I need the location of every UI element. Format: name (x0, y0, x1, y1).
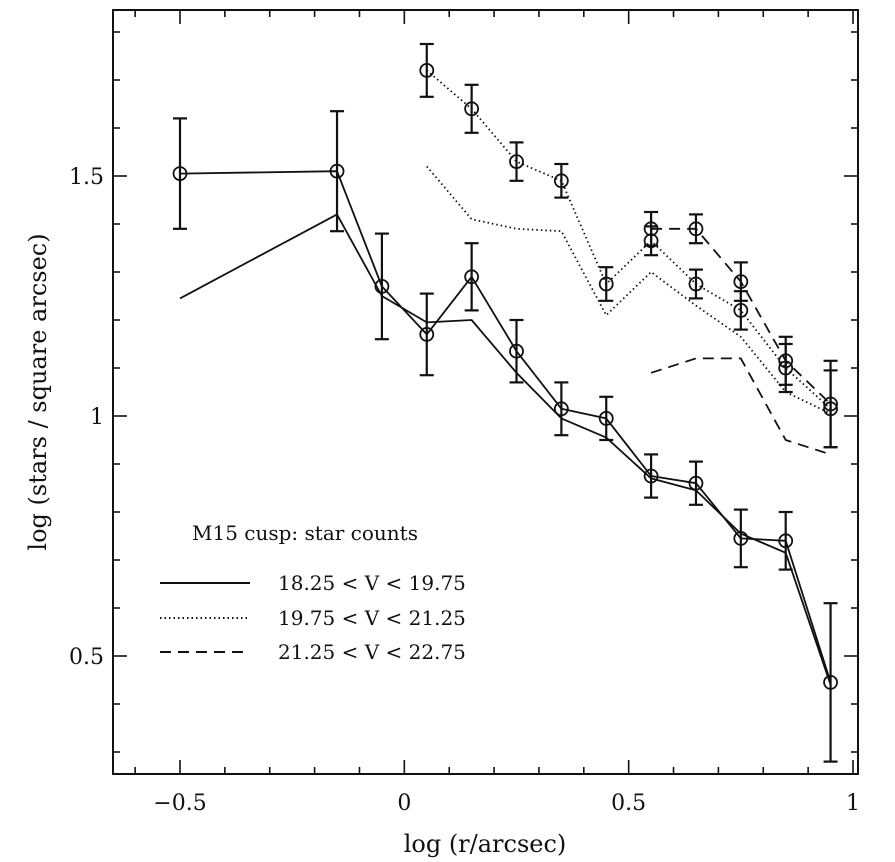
data-point (329, 163, 345, 179)
series-dashed-measured (643, 210, 838, 449)
legend-label-dotted: 19.75 < V < 21.25 (278, 606, 466, 630)
series-line (426, 69, 832, 410)
data-point (733, 302, 749, 318)
series-solid-measured (172, 110, 838, 763)
y-tick-label: 0.5 (69, 645, 104, 670)
data-point (419, 63, 435, 78)
data-point (509, 154, 524, 170)
data-point (598, 410, 614, 426)
data-point (464, 269, 480, 285)
y-tick-label: 1.5 (69, 165, 104, 190)
data-point (172, 166, 188, 182)
legend: M15 cusp: star counts 18.25 < V < 19.75 … (160, 521, 466, 664)
series-solid-model (179, 213, 832, 686)
data-point (598, 276, 614, 292)
data-point (688, 221, 704, 237)
series-dotted-model (426, 165, 831, 415)
legend-title: M15 cusp: star counts (192, 521, 418, 545)
y-axis-label: log (stars / square arcsec) (24, 233, 52, 550)
data-point (643, 221, 659, 237)
x-tick-labels: −0.5 0 0.5 1 (153, 791, 860, 816)
y-tick-label: 1 (90, 405, 104, 430)
series-dotted-measured (419, 42, 838, 449)
plot-frame (112, 9, 859, 775)
series-dashed-model (650, 357, 831, 456)
data-point (778, 353, 794, 369)
axis-ticks (113, 10, 858, 774)
y-tick-labels: 0.5 1 1.5 (69, 165, 104, 670)
data-point (733, 274, 749, 290)
x-tick-label: 0.5 (611, 791, 646, 816)
legend-label-solid: 18.25 < V < 19.75 (278, 571, 466, 595)
data-point (823, 675, 838, 690)
series-layer (172, 42, 838, 763)
legend-label-dashed: 21.25 < V < 22.75 (278, 640, 466, 664)
data-point (823, 396, 838, 412)
data-point (733, 531, 749, 546)
x-tick-label: 0 (397, 791, 411, 816)
data-point (778, 533, 794, 549)
series-line (426, 165, 831, 415)
series-line (650, 357, 831, 456)
x-axis-label: log (r/arcsec) (404, 830, 567, 858)
data-point (509, 343, 524, 359)
data-point (688, 276, 704, 292)
series-line (179, 213, 832, 686)
data-point (464, 101, 480, 117)
data-point (643, 468, 659, 484)
data-point (419, 326, 435, 342)
x-tick-label: 1 (846, 791, 860, 816)
data-point (553, 401, 569, 417)
data-point (553, 173, 569, 189)
data-point (374, 278, 390, 294)
x-tick-label: −0.5 (153, 791, 206, 816)
